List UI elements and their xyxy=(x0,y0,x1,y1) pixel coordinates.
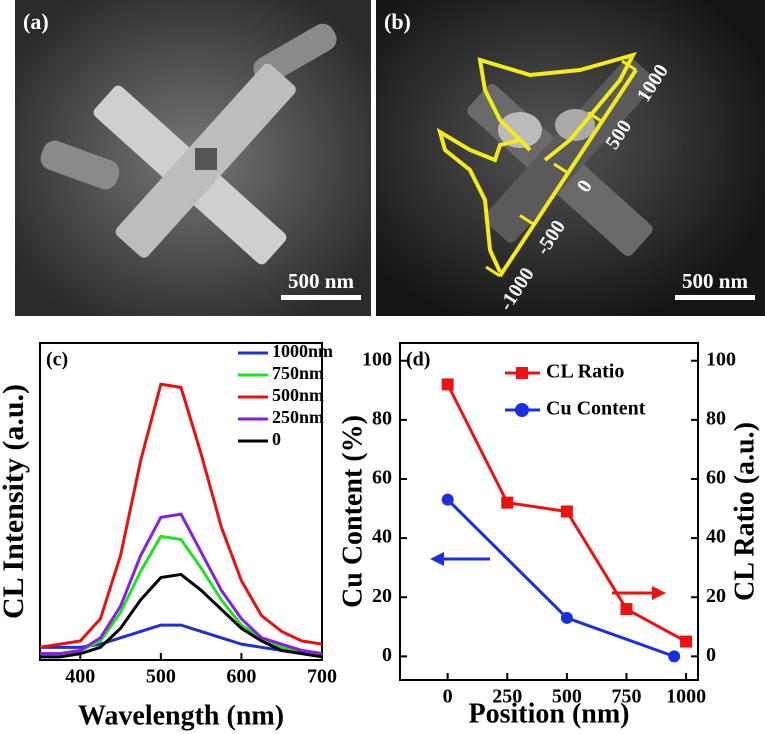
marker xyxy=(620,603,632,615)
scale-bar-label: 500 nm xyxy=(288,269,354,293)
marker xyxy=(561,612,573,624)
panel-label: (d) xyxy=(406,349,430,371)
marker xyxy=(668,650,680,662)
arrows xyxy=(430,552,666,600)
legend-marker xyxy=(516,367,528,379)
x-tick-label: 1000 xyxy=(666,686,706,708)
marker xyxy=(442,494,454,506)
y-tick-label: 100 xyxy=(706,348,736,370)
y-tick-label: 20 xyxy=(706,585,726,607)
y-tick-label: 80 xyxy=(372,407,392,429)
y-tick-label: 0 xyxy=(706,644,716,666)
x-axis-label: Wavelength (nm) xyxy=(78,700,284,731)
legend-label: 750nm xyxy=(272,363,324,383)
x-tick-label: 700 xyxy=(307,666,337,688)
y-tick-label: 100 xyxy=(362,348,392,370)
series-line xyxy=(448,500,674,657)
y-tick-label: 60 xyxy=(706,467,726,489)
plot-frame xyxy=(400,343,698,680)
scale-bar xyxy=(281,295,361,300)
y-tick-label: 20 xyxy=(372,585,392,607)
marker xyxy=(680,636,692,648)
y-tick-label: 80 xyxy=(706,407,726,429)
scale-bar-label: 500 nm xyxy=(682,269,748,293)
figure: (a)500 nm(b)500 nm10005000-500-100040050… xyxy=(0,0,765,734)
x-tick-label: 400 xyxy=(65,666,95,688)
marker xyxy=(561,506,573,518)
x-axis-label: Position (nm) xyxy=(469,698,630,729)
legend-label: CL Ratio xyxy=(546,361,624,383)
panel-label: (b) xyxy=(384,9,411,34)
legend-label: 500nm xyxy=(272,385,324,405)
legend-label: 250nm xyxy=(272,407,324,427)
marker xyxy=(501,497,513,509)
y-axis-label: CL Intensity (a.u.) xyxy=(0,384,30,619)
legend-marker xyxy=(515,403,529,417)
y-tick-label: 60 xyxy=(372,467,392,489)
scale-bar xyxy=(675,295,755,300)
y-tick-label: 0 xyxy=(382,644,392,666)
panel-label: (a) xyxy=(23,9,49,34)
series-line xyxy=(40,536,322,653)
x-tick-label: 500 xyxy=(146,666,176,688)
y-tick-label: 40 xyxy=(706,526,726,548)
x-tick-label: 0 xyxy=(443,686,453,708)
legend-label: Cu Content xyxy=(546,398,646,420)
x-tick-label: 600 xyxy=(226,666,256,688)
legend-label: 0 xyxy=(272,429,281,449)
series-line xyxy=(40,514,322,653)
marker xyxy=(442,378,454,390)
legend-label: 1000nm xyxy=(272,341,333,361)
panel-label: (c) xyxy=(46,349,68,371)
y-axis-label: Cu Content (%) xyxy=(337,415,368,608)
y2-axis-label: CL Ratio (a.u.) xyxy=(729,422,760,601)
y-tick-label: 40 xyxy=(372,526,392,548)
